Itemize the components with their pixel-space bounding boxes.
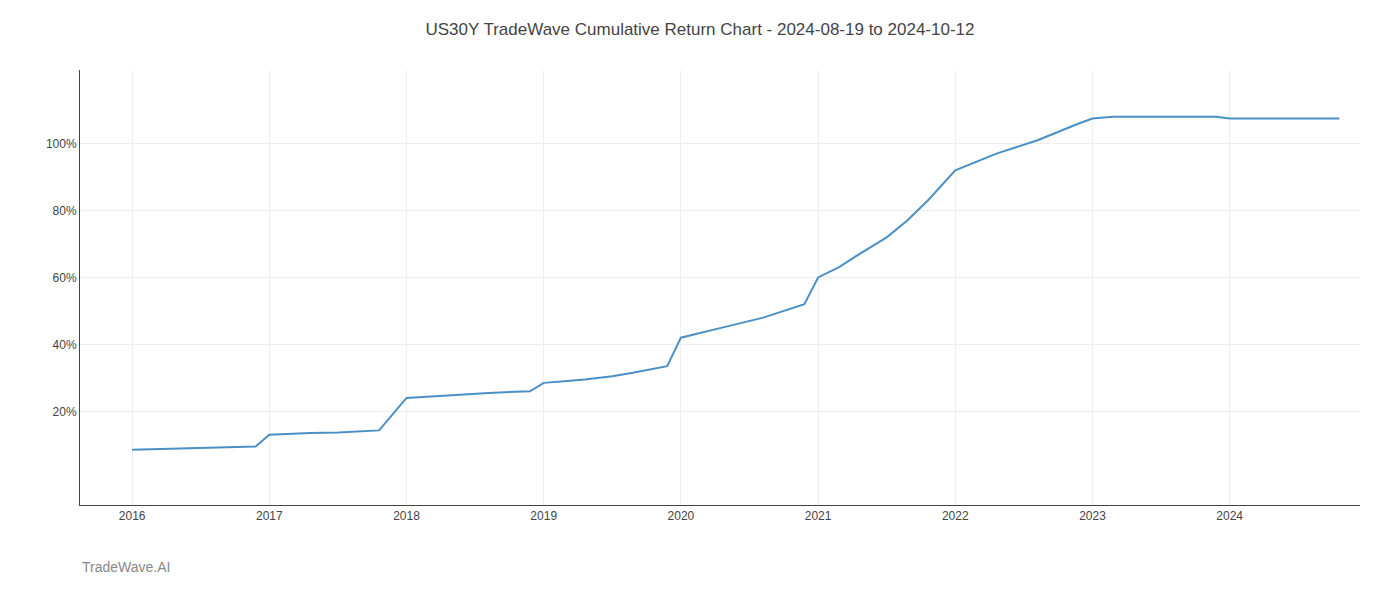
svg-text:2017: 2017 [256, 509, 283, 523]
svg-text:TradeWave.AI: TradeWave.AI [82, 559, 170, 575]
svg-text:60%: 60% [53, 271, 77, 285]
svg-text:2020: 2020 [668, 509, 695, 523]
svg-text:2019: 2019 [530, 509, 557, 523]
svg-text:2024: 2024 [1216, 509, 1243, 523]
svg-text:2021: 2021 [805, 509, 832, 523]
svg-text:2016: 2016 [119, 509, 146, 523]
svg-text:2022: 2022 [942, 509, 969, 523]
svg-text:2023: 2023 [1079, 509, 1106, 523]
svg-text:80%: 80% [53, 204, 77, 218]
svg-text:20%: 20% [53, 405, 77, 419]
svg-text:2018: 2018 [393, 509, 420, 523]
svg-text:US30Y TradeWave Cumulative Ret: US30Y TradeWave Cumulative Return Chart … [425, 20, 974, 39]
svg-text:40%: 40% [53, 338, 77, 352]
svg-text:100%: 100% [46, 137, 77, 151]
